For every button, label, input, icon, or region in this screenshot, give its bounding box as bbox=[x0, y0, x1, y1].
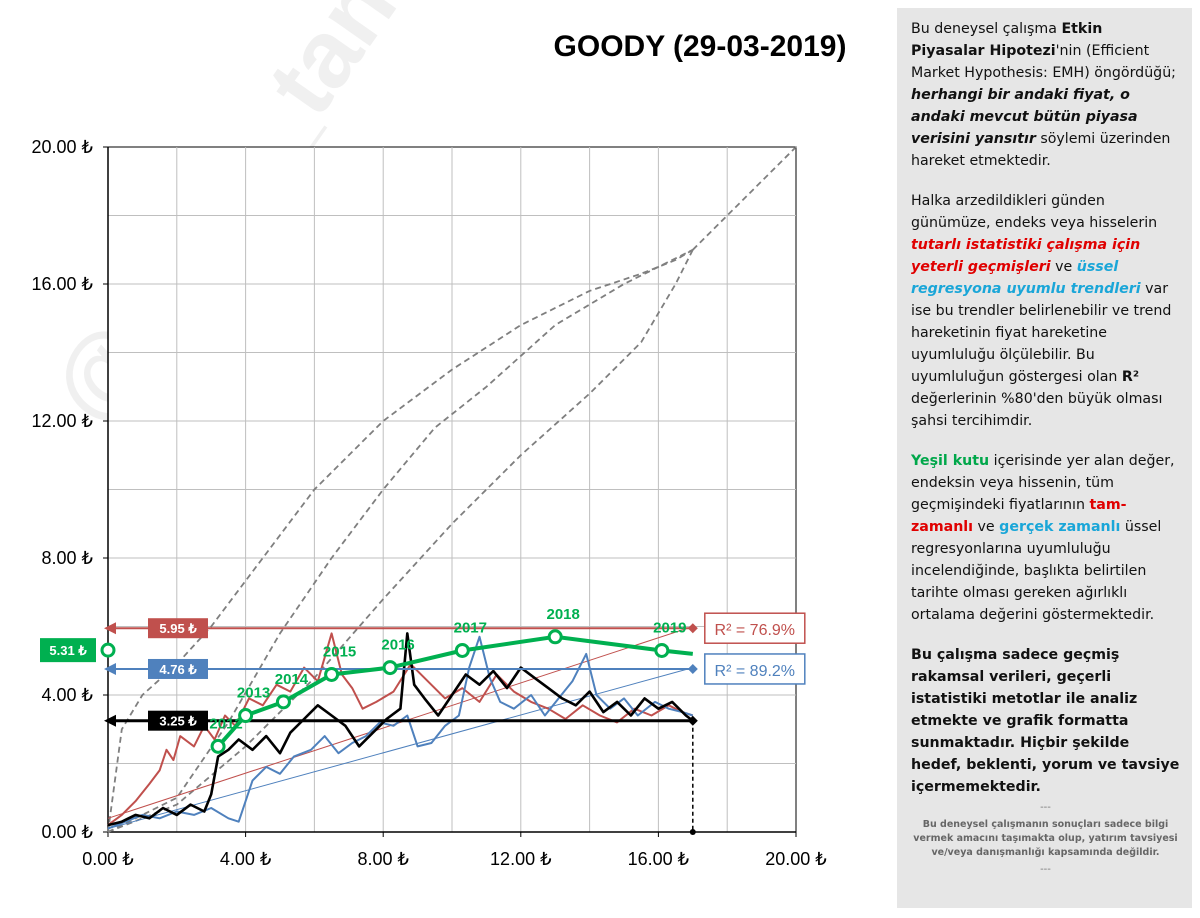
current-x-dot bbox=[689, 829, 696, 835]
r2-label-red: R² = 76.9% bbox=[715, 622, 795, 639]
year-label: 2018 bbox=[547, 606, 580, 623]
year-marker bbox=[547, 629, 563, 645]
paragraph-regression: Halka arzedildikleri günden günümüze, en… bbox=[911, 193, 1172, 429]
green-box-marker bbox=[100, 642, 116, 658]
x-tick-label: 16.00 ₺ bbox=[628, 849, 690, 869]
level-box-label-red: 5.95 ₺ bbox=[159, 621, 197, 636]
year-marker bbox=[210, 738, 226, 754]
level-box-label-blue: 4.76 ₺ bbox=[159, 662, 197, 677]
envelope-dashed-curve bbox=[692, 146, 797, 251]
level-box-label-black: 3.25 ₺ bbox=[159, 714, 197, 729]
year-label: 2013 bbox=[237, 685, 270, 702]
paragraph-emh: Bu deneysel çalışma Etkin Piyasalar Hipo… bbox=[911, 21, 1176, 169]
year-marker bbox=[382, 660, 398, 676]
green-box-label: 5.31 ₺ bbox=[49, 643, 87, 658]
level-box-red bbox=[148, 618, 208, 639]
year-marker bbox=[454, 642, 470, 658]
y-tick-label: 12.00 ₺ bbox=[32, 411, 94, 431]
envelope-dashed-curve bbox=[107, 248, 694, 833]
x-tick-label: 8.00 ₺ bbox=[357, 849, 409, 869]
footnote: Bu deneysel çalışmanın sonuçları sadece … bbox=[913, 819, 1178, 858]
r2-label-blue: R² = 89.2% bbox=[715, 663, 795, 680]
info-panel: Bu deneysel çalışma Etkin Piyasalar Hipo… bbox=[897, 8, 1192, 908]
year-label: 2015 bbox=[323, 643, 356, 660]
chart-area: 0.00 ₺ 4.00 ₺ 8.00 ₺ 12.00 ₺ 16.00 ₺ 20.00 ₺ 0… bbox=[32, 137, 827, 869]
level-box-black bbox=[148, 710, 208, 731]
level-arrow-black bbox=[104, 714, 116, 727]
y-tick-label: 20.00 ₺ bbox=[32, 137, 94, 157]
separator-bottom: --- bbox=[1040, 864, 1051, 875]
price-series-red bbox=[107, 632, 694, 826]
year-label: 2014 bbox=[275, 671, 309, 688]
separator-top: --- bbox=[1040, 802, 1051, 813]
y-tick-label: 8.00 ₺ bbox=[42, 548, 94, 568]
year-marker bbox=[275, 694, 291, 710]
x-tick-label: 0.00 ₺ bbox=[82, 849, 134, 869]
y-tick-label: 0.00 ₺ bbox=[42, 822, 94, 842]
level-arrow-red bbox=[104, 622, 116, 635]
year-label: 2017 bbox=[454, 619, 487, 636]
trend-line-red bbox=[107, 626, 693, 819]
year-label: 2012 bbox=[209, 715, 242, 732]
year-marker bbox=[238, 708, 254, 724]
year-marker bbox=[654, 642, 670, 658]
paragraph-disclaimer: Bu çalışma sadece geçmiş rakamsal verile… bbox=[911, 647, 1180, 795]
year-label: 2019 bbox=[653, 619, 686, 636]
green-box bbox=[40, 638, 96, 663]
paragraph-green-box: Yeşil kutu içerisinde yer alan değer, en… bbox=[911, 453, 1175, 623]
x-tick-label: 4.00 ₺ bbox=[220, 849, 272, 869]
x-tick-label: 20.00 ₺ bbox=[765, 849, 827, 869]
chart-title: GOODY (29-03-2019) bbox=[553, 30, 847, 63]
envelope-dashed-curve bbox=[107, 249, 694, 833]
r2-box-red bbox=[704, 612, 806, 644]
level-marker-blue bbox=[687, 663, 698, 674]
envelope-dashed-curve bbox=[107, 249, 694, 833]
r2-box-blue bbox=[704, 653, 806, 685]
price-series-blue bbox=[107, 635, 694, 830]
x-tick-label: 12.00 ₺ bbox=[490, 849, 552, 869]
price-series-black bbox=[107, 632, 694, 827]
y-tick-label: 4.00 ₺ bbox=[42, 685, 94, 705]
y-tick-label: 16.00 ₺ bbox=[32, 274, 94, 294]
level-arrow-blue bbox=[104, 662, 116, 675]
year-marker bbox=[324, 666, 340, 682]
level-marker-red bbox=[687, 623, 698, 634]
level-box-blue bbox=[148, 658, 208, 679]
year-label: 2016 bbox=[381, 637, 414, 654]
